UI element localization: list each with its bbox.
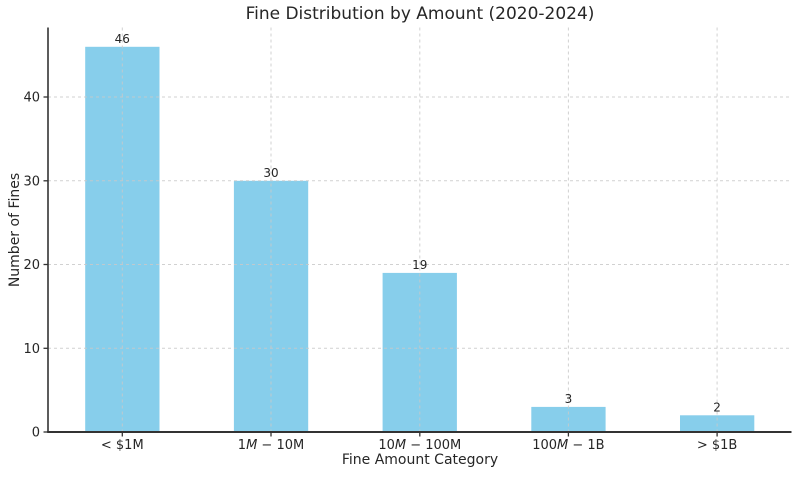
x-tick-label: 10M − 100M bbox=[378, 438, 461, 453]
bar-value-label: 3 bbox=[565, 392, 573, 406]
y-axis-label: Number of Fines bbox=[7, 172, 23, 288]
bar-value-label: 46 bbox=[115, 32, 130, 46]
y-tick-label: 30 bbox=[23, 174, 40, 189]
bar-value-label: 19 bbox=[412, 258, 427, 272]
x-tick-label: < $1M bbox=[101, 438, 144, 453]
y-tick-label: 0 bbox=[32, 426, 40, 441]
y-tick-label: 10 bbox=[23, 342, 40, 357]
y-tick-label: 20 bbox=[23, 258, 40, 273]
x-tick-label: > $1B bbox=[697, 438, 738, 453]
x-tick-label: 100M − 1B bbox=[532, 438, 604, 453]
chart-title: Fine Distribution by Amount (2020-2024) bbox=[245, 4, 595, 24]
x-axis-label: Fine Amount Category bbox=[341, 452, 499, 468]
bar-value-label: 2 bbox=[713, 400, 721, 414]
y-tick-label: 40 bbox=[23, 91, 40, 106]
x-tick-label: 1M − 10M bbox=[238, 438, 304, 453]
bar-value-label: 30 bbox=[263, 166, 278, 180]
